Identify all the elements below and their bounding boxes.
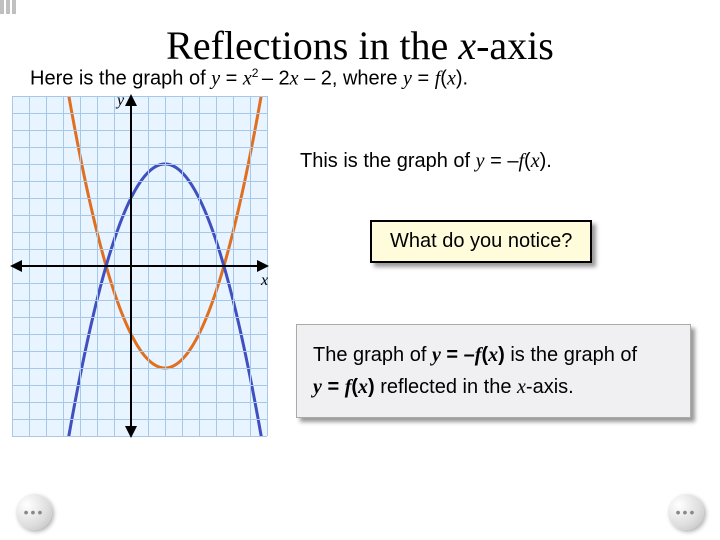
question-callout: What do you notice?: [370, 220, 592, 263]
x-axis-label: x: [261, 272, 268, 290]
summary-box: The graph of y = –f(x) is the graph of y…: [296, 324, 691, 418]
subheading: Here is the graph of y = x2 – 2x – 2, wh…: [30, 66, 468, 91]
graph-panel: [12, 96, 267, 436]
dots-icon: •••: [676, 504, 697, 520]
y-axis-label: y: [117, 92, 124, 110]
dots-icon: •••: [24, 504, 45, 520]
prev-button[interactable]: •••: [16, 494, 52, 530]
next-button[interactable]: •••: [668, 494, 704, 530]
page-title: Reflections in the x-axis: [0, 22, 720, 69]
reflected-graph-caption: This is the graph of y = –f(x).: [300, 150, 552, 173]
window-stripe: [0, 0, 18, 18]
